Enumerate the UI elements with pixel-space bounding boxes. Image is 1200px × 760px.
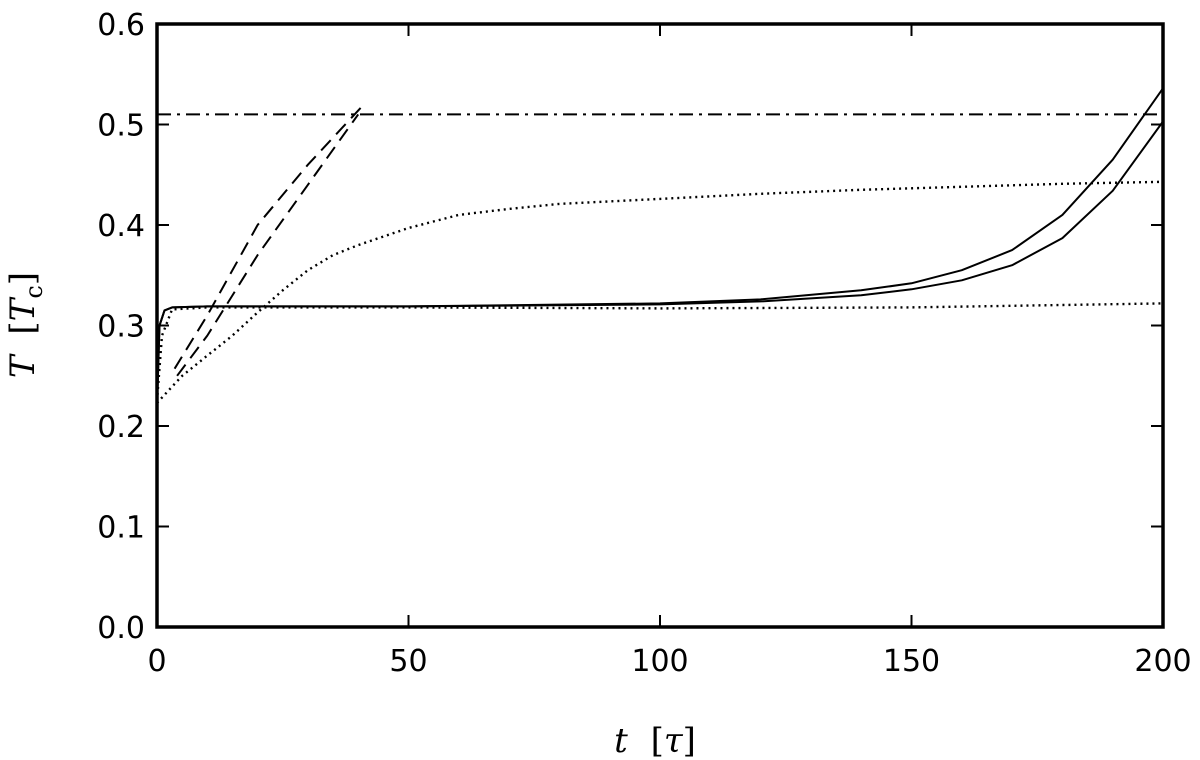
x-tick-label: 0 [147,644,166,679]
x-tick-label: 100 [631,644,688,679]
x-axis-unit-open: [ [651,721,664,760]
series-layer [155,87,1164,406]
y-axis-unit-close: ] [3,272,43,285]
series-solid-2 [156,120,1164,406]
series-dotted-rising [156,180,1164,404]
series-solid-1 [156,87,1164,406]
x-tick-label: 150 [883,644,940,679]
series-dashed-1 [173,101,367,370]
x-axis-symbol: t [614,721,628,760]
y-tick-label: 0.0 [97,611,145,646]
x-axis-label: t [τ] [614,721,696,760]
y-tick-label: 0.4 [97,209,145,244]
series-dotted-flat [155,302,1164,401]
y-axis-label: T [Tc] [3,272,48,378]
series-dashed-2 [176,113,360,377]
ticks-layer: 0 50 100 150 200 0.0 0.1 0.2 0.3 0.4 0.5 0.6 [97,8,1191,679]
x-axis-unit: τ [664,721,684,760]
y-axis-symbol: T [3,353,43,378]
y-axis-unit-open: [ [3,321,43,334]
y-tick-label: 0.1 [97,511,145,546]
y-tick-label: 0.3 [97,310,145,345]
x-tick-label: 200 [1134,644,1191,679]
x-axis-unit-close: ] [683,721,696,760]
y-axis-unit: T [3,296,43,321]
y-axis-unit-sub: c [20,285,48,298]
y-tick-label: 0.2 [97,410,145,445]
y-tick-label: 0.6 [97,8,145,43]
y-tick-label: 0.5 [97,109,145,144]
x-tick-label: 50 [389,644,427,679]
